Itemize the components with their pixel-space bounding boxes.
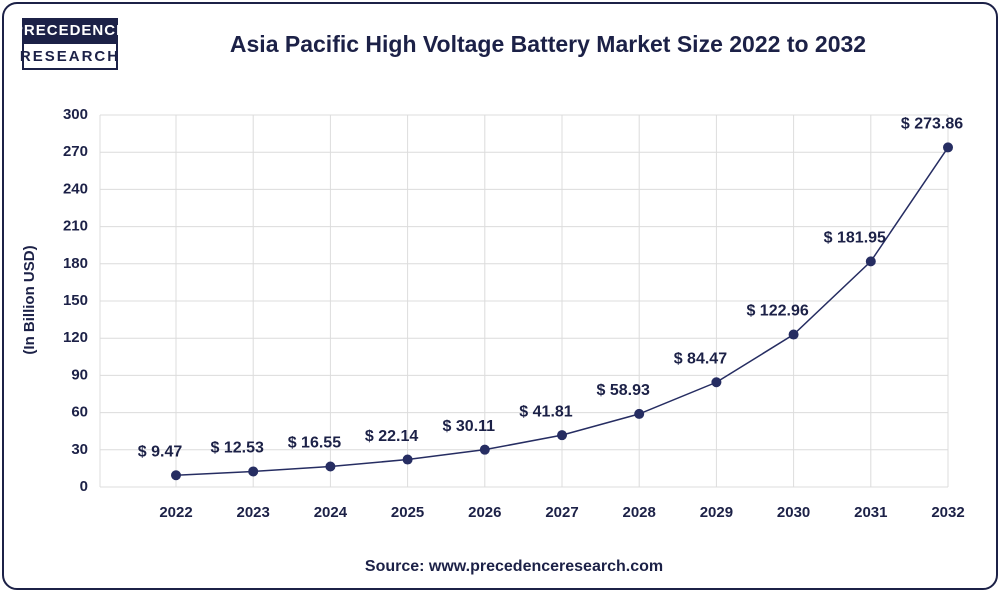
chart-title: Asia Pacific High Voltage Battery Market… xyxy=(230,31,866,57)
x-tick-label: 2027 xyxy=(545,504,578,521)
logo-text: RESEARCH xyxy=(20,48,120,65)
point xyxy=(325,461,336,472)
x-tick-label: 2023 xyxy=(237,504,270,521)
x-tick-label: 2028 xyxy=(623,504,656,521)
value-label: $ 273.86 xyxy=(901,116,963,133)
value-label: $ 22.14 xyxy=(365,428,418,445)
y-tick-label: 60 xyxy=(71,404,88,421)
y-tick-label: 300 xyxy=(63,106,88,123)
value-label: $ 16.55 xyxy=(288,435,341,452)
value-label: $ 9.47 xyxy=(138,443,183,460)
logo-text: PRECEDENCE xyxy=(13,22,127,39)
x-tick-label: 2031 xyxy=(854,504,887,521)
y-tick-label: 210 xyxy=(63,218,88,235)
y-tick-label: 0 xyxy=(80,478,88,495)
value-label: $ 58.93 xyxy=(597,382,650,399)
point xyxy=(943,142,953,153)
point xyxy=(865,256,876,267)
x-tick-label: 2029 xyxy=(700,504,733,521)
y-tick-label: 270 xyxy=(63,143,88,160)
point xyxy=(634,408,645,419)
y-tick-label: 120 xyxy=(63,329,88,346)
value-label: $ 181.95 xyxy=(824,230,886,247)
value-label: $ 41.81 xyxy=(519,403,572,420)
value-label: $ 122.96 xyxy=(746,303,808,320)
x-tick-label: 2025 xyxy=(391,504,424,521)
point xyxy=(788,329,799,340)
y-tick-label: 150 xyxy=(63,292,88,309)
point xyxy=(171,470,181,481)
point xyxy=(711,377,722,388)
value-label: $ 84.47 xyxy=(674,350,727,367)
point xyxy=(248,466,259,477)
point xyxy=(479,444,490,455)
y-tick-label: 240 xyxy=(63,180,88,197)
y-tick-label: 90 xyxy=(71,366,88,383)
x-tick-label: 2032 xyxy=(931,504,964,521)
point xyxy=(402,454,413,465)
x-tick-label: 2024 xyxy=(314,504,348,521)
value-label: $ 30.11 xyxy=(443,418,496,435)
x-tick-label: 2030 xyxy=(777,504,810,521)
x-tick-label: 2022 xyxy=(159,504,192,521)
logo-inner xyxy=(24,44,116,68)
point xyxy=(557,430,567,441)
y-axis-label: (In Billion USD) xyxy=(21,245,38,354)
y-tick-label: 30 xyxy=(71,441,88,458)
y-tick-label: 180 xyxy=(63,255,88,272)
value-label: $ 12.53 xyxy=(211,440,264,457)
source: Source: www.precedenceresearch.com xyxy=(365,558,663,575)
x-tick-label: 2026 xyxy=(468,504,501,521)
